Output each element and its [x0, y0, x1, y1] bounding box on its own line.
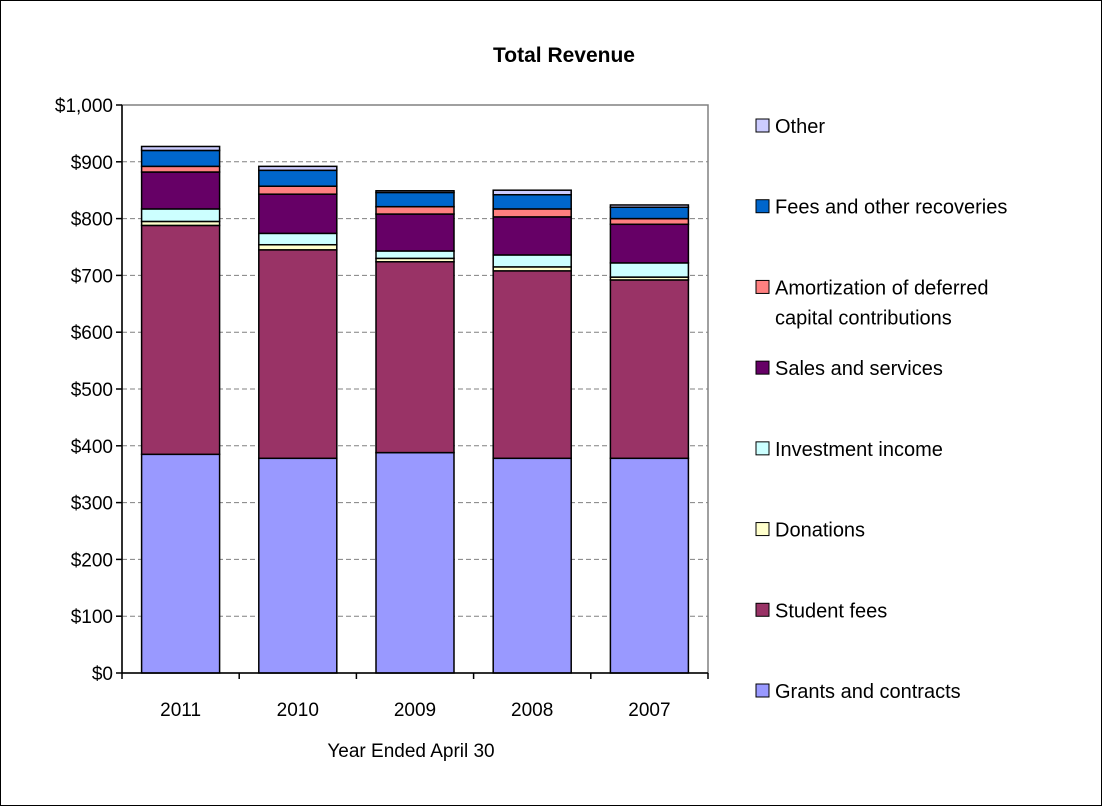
bar-segment	[258, 243, 338, 251]
bar-segment	[492, 457, 572, 674]
legend-swatch	[755, 602, 770, 617]
bar-segment	[258, 185, 338, 195]
bar-stack-2007	[609, 204, 690, 674]
legend-swatch	[755, 522, 770, 537]
bar-segment	[258, 169, 338, 187]
bar-segment	[140, 208, 221, 223]
legend-swatch	[755, 118, 770, 133]
bar-segment	[375, 190, 455, 194]
bar-segment	[492, 270, 572, 460]
y-tick-label: $200	[71, 550, 113, 571]
bar-stack-2008	[492, 189, 572, 674]
legend-item: Investment income	[755, 439, 943, 461]
bar-segment	[609, 279, 690, 460]
y-tick-label: $100	[71, 607, 113, 628]
legend-item: Student fees	[755, 600, 887, 622]
bar-segment	[258, 232, 338, 246]
bar-segment	[140, 145, 221, 152]
y-tick-label: $400	[71, 437, 113, 458]
legend-swatch	[755, 199, 770, 214]
bar-segment	[140, 224, 221, 456]
bar-segment	[375, 451, 455, 674]
legend-label: Grants and contracts	[775, 681, 961, 703]
bar-segment	[258, 165, 338, 172]
chart-title: Total Revenue	[493, 44, 635, 67]
bar-segment	[140, 165, 221, 173]
bar-segment	[258, 457, 338, 674]
bar-segment	[609, 204, 690, 208]
x-axis-ticks: 2011 2010 2009 2008 2007	[121, 673, 709, 721]
bar-segment	[258, 249, 338, 460]
legend-item: Other	[755, 116, 825, 138]
bar-segment	[375, 261, 455, 454]
bar-segment	[492, 193, 572, 210]
legend-label: Student fees	[775, 600, 887, 622]
legend-item: Donations	[755, 520, 865, 542]
bar-segment	[609, 217, 690, 226]
y-tick-label: $300	[71, 494, 113, 515]
legend-label: Amortization of deferred capital contribu…	[775, 277, 988, 329]
legend-item: Sales and services	[755, 358, 943, 380]
legend-swatch	[755, 279, 770, 294]
bar-segment	[375, 250, 455, 260]
bar-segment	[140, 171, 221, 210]
legend-swatch	[755, 360, 770, 375]
legend-item: Fees and other recoveries	[755, 197, 1007, 219]
bar-segment	[609, 457, 690, 674]
legend-item: Grants and contracts	[755, 681, 961, 703]
y-tick-label: $800	[71, 210, 113, 231]
bar-segment	[609, 223, 690, 264]
legend-label: Sales and services	[775, 358, 943, 380]
y-tick-label: $1,000	[55, 96, 113, 117]
y-tick-label: $600	[71, 323, 113, 344]
legend-label: Other	[775, 116, 825, 138]
legend-swatch	[755, 683, 770, 698]
bar-stack-2009	[375, 190, 455, 674]
bar-segment	[258, 193, 338, 235]
bar-segment	[140, 149, 221, 168]
bar-segment	[492, 216, 572, 256]
bar-stack-2010	[258, 165, 338, 674]
legend-label: Fees and other recoveries	[775, 197, 1007, 219]
bar-segment	[375, 205, 455, 215]
legend-label: Investment income	[775, 439, 943, 461]
bar-segment	[375, 191, 455, 208]
bar-stack-2011	[140, 145, 221, 674]
x-tick-label: 2007	[628, 700, 670, 721]
bar-segment	[609, 206, 690, 220]
y-axis-ticks: $0 $100 $200 $300 $400 $500 $600 $700 $800 $900 $1…	[55, 96, 122, 685]
x-tick-label: 2011	[160, 700, 201, 721]
x-tick-label: 2009	[394, 700, 436, 721]
y-tick-label: $500	[71, 380, 113, 401]
y-tick-label: $700	[71, 266, 113, 287]
bar-segment	[492, 189, 572, 196]
x-tick-label: 2010	[277, 700, 319, 721]
y-tick-label: $900	[71, 153, 113, 174]
legend-label: Donations	[775, 520, 865, 542]
legend: Other Fees and other recoveries Amortizati…	[755, 116, 1007, 703]
x-tick-label: 2008	[511, 700, 553, 721]
legend-item: Amortization of deferred capital contribu…	[755, 277, 988, 329]
bar-segment	[140, 453, 221, 674]
bar-segment	[609, 262, 690, 278]
y-tick-label: $0	[92, 664, 113, 685]
x-axis-label: Year Ended April 30	[327, 741, 494, 762]
bar-segment	[492, 254, 572, 268]
legend-swatch	[755, 441, 770, 456]
bars	[140, 145, 690, 674]
bar-segment	[375, 213, 455, 252]
bar-segment	[492, 208, 572, 218]
